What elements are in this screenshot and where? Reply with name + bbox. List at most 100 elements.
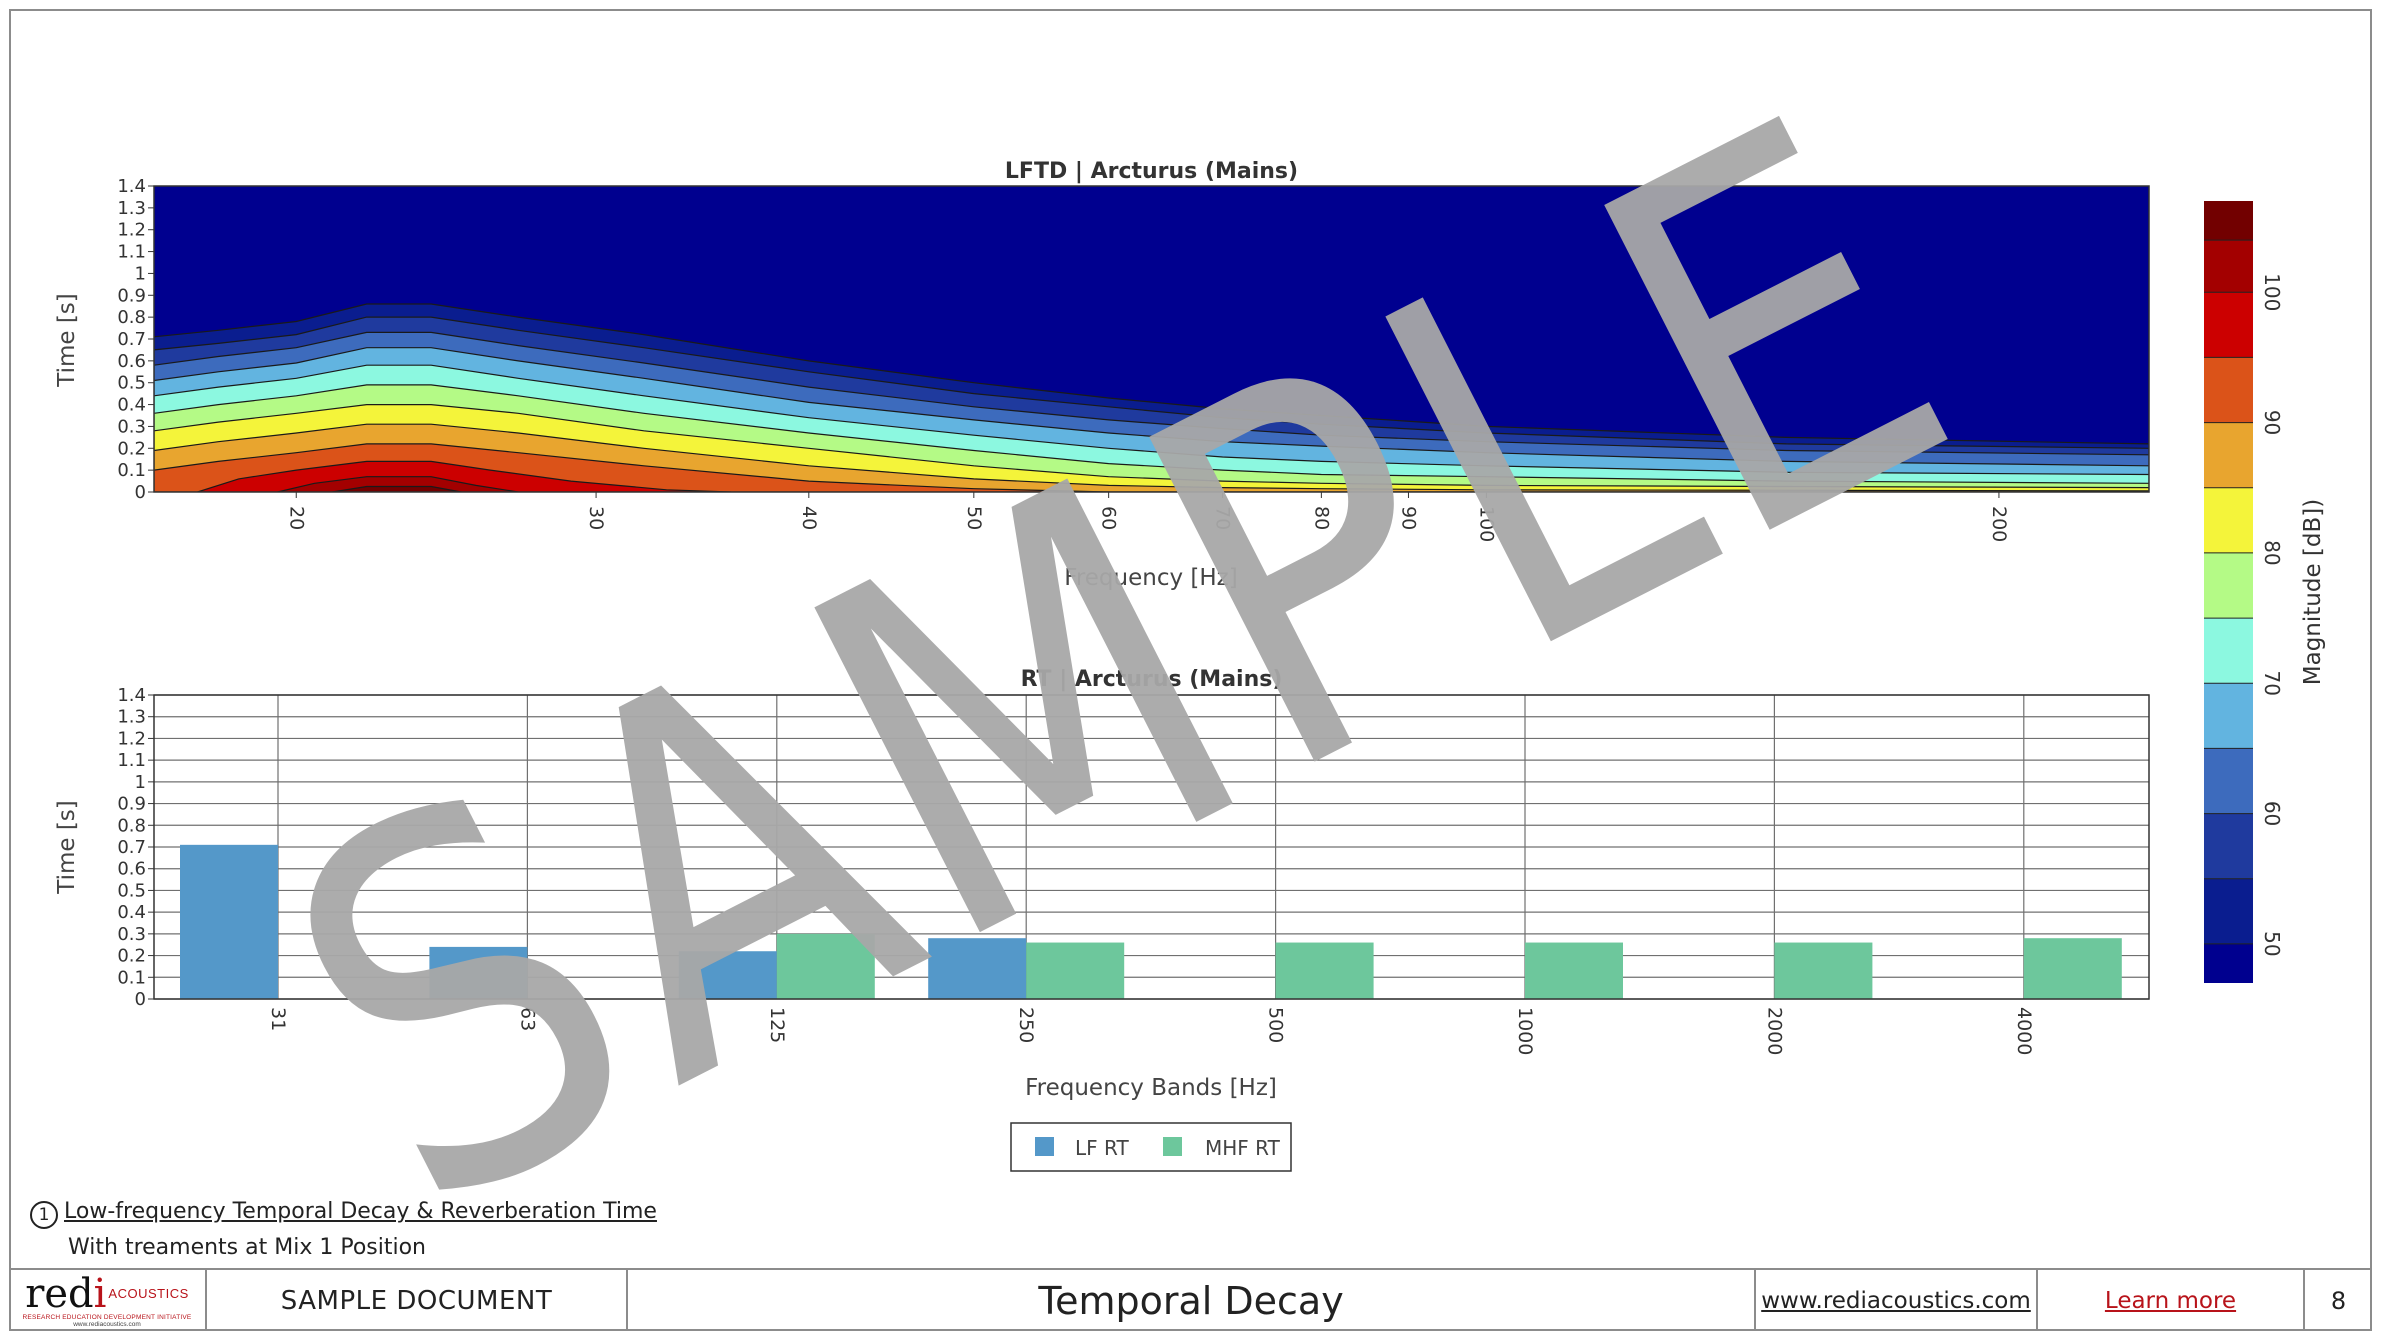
colorbar-tick-label: 70 — [2260, 671, 2284, 696]
bar-y-axis-label: Time [s] — [54, 800, 80, 895]
rt-bar-chart: 00.10.20.30.40.50.60.70.80.911.11.21.31.… — [54, 667, 2150, 1101]
bar-lf-rt-63 — [429, 946, 528, 999]
page-frame — [9, 9, 2372, 1331]
colorbar-tick-label: 50 — [2260, 931, 2284, 956]
bar-y-tick-label: 0.7 — [117, 837, 146, 858]
legend-swatch-1 — [1163, 1137, 1182, 1156]
bar-lf-rt-31 — [180, 844, 278, 999]
colorbar-label: Magnitude [dB]) — [2300, 499, 2326, 685]
footer-site-cell: www.rediacoustics.com — [1756, 1270, 2038, 1331]
heatmap-y-tick-label: 1.3 — [117, 198, 146, 219]
heatmap-x-tick-label: 20 — [285, 506, 307, 530]
colorbar-segment — [2204, 201, 2253, 241]
footer-page-cell: 8 — [2305, 1270, 2372, 1331]
colorbar-segment — [2204, 943, 2253, 983]
heatmap-y-tick-label: 0.4 — [117, 395, 146, 416]
bar-y-tick-label: 1 — [135, 772, 146, 793]
figure-caption: 1 Low-frequency Temporal Decay & Reverber… — [30, 1199, 657, 1229]
heatmap-x-tick-label: 70 — [1212, 506, 1234, 530]
legend-box — [1010, 1122, 1292, 1172]
bar-y-tick-label: 0.8 — [117, 815, 146, 836]
heatmap-y-tick-label: 1 — [135, 263, 146, 284]
bar-x-tick-label: 1000 — [1514, 1007, 1536, 1055]
colorbar-segment — [2204, 552, 2253, 619]
footer-title-cell: Temporal Decay — [628, 1270, 1756, 1331]
bar-x-tick-label: 31 — [267, 1007, 289, 1031]
heatmap-x-tick-label: 90 — [1397, 506, 1419, 530]
heatmap-y-tick-label: 1.2 — [117, 220, 146, 241]
bar-x-axis-label: Frequency Bands [Hz] — [1025, 1075, 1277, 1101]
footer-bar: redi ACOUSTICS RESEARCH EDUCATION DEVELOP… — [9, 1268, 2372, 1331]
bar-y-tick-label: 0 — [135, 989, 146, 1010]
colorbar-tick-label: 90 — [2260, 410, 2284, 435]
bar-mhf-rt-500 — [1275, 942, 1374, 999]
footer-logo[interactable]: redi ACOUSTICS RESEARCH EDUCATION DEVELOP… — [9, 1270, 207, 1331]
bar-mhf-rt-4000 — [2023, 938, 2122, 999]
bar-lf-rt-125 — [678, 951, 777, 999]
bar-y-tick-label: 0.1 — [117, 967, 146, 988]
legend-label-1: MHF RT — [1205, 1136, 1281, 1160]
heatmap-y-tick-label: 0.6 — [117, 351, 146, 372]
charts-canvas: 00.10.20.30.40.50.60.70.80.911.11.21.31.… — [54, 9, 2326, 1268]
bar-y-tick-label: 0.3 — [117, 924, 146, 945]
heatmap-y-axis-label: Time [s] — [54, 293, 80, 388]
heatmap-x-tick-label: 200 — [1988, 506, 2010, 542]
bar-y-tick-label: 0.9 — [117, 794, 146, 815]
colorbar-segment — [2204, 422, 2253, 488]
heatmap-y-tick-label: 1.1 — [117, 242, 146, 263]
legend-swatch-0 — [1035, 1137, 1054, 1156]
heatmap-y-tick-label: 0.1 — [117, 460, 146, 481]
bar-mhf-rt-250 — [1026, 942, 1125, 999]
page-number: 8 — [2330, 1286, 2347, 1315]
caption-title: Low-frequency Temporal Decay & Reverbera… — [64, 1199, 657, 1224]
colorbar-segment — [2204, 618, 2253, 684]
colorbar-tick-label: 60 — [2260, 801, 2284, 826]
caption-number-badge: 1 — [30, 1201, 58, 1229]
page-title: Temporal Decay — [1038, 1278, 1344, 1323]
rt-legend: LF RT MHF RT — [1010, 1122, 1292, 1172]
heatmap-title: LFTD | Arcturus (Mains) — [1005, 159, 1298, 184]
bar-y-tick-label: 1.3 — [117, 707, 146, 728]
bar-x-tick-label: 250 — [1015, 1007, 1037, 1043]
heatmap-x-tick-label: 100 — [1475, 506, 1497, 542]
logo-url: www.rediacoustics.com — [73, 1320, 141, 1328]
bar-mhf-rt-1000 — [1525, 942, 1623, 999]
heatmap-y-tick-label: 0.5 — [117, 373, 146, 394]
logo-word-black: red — [25, 1270, 94, 1317]
contour-band-104 — [332, 485, 462, 492]
bar-lf-rt-250 — [928, 938, 1027, 999]
colorbar-segment — [2204, 683, 2253, 749]
bar-y-tick-label: 0.5 — [117, 880, 146, 901]
heatmap-y-tick-label: 0.8 — [117, 307, 146, 328]
footer-learn-cell: Learn more — [2038, 1270, 2305, 1331]
magnitude-colorbar: 50 60 70 80 90 100 Magnitude [dB]) — [2204, 201, 2326, 983]
learn-more-link[interactable]: Learn more — [2104, 1287, 2237, 1314]
website-link[interactable]: www.rediacoustics.com — [1761, 1287, 2031, 1314]
colorbar-segment — [2204, 357, 2253, 423]
bar-x-tick-label: 125 — [766, 1007, 788, 1043]
bar-y-tick-label: 1.2 — [117, 728, 146, 749]
bar-x-tick-label: 500 — [1265, 1007, 1287, 1043]
colorbar-tick-label: 80 — [2260, 540, 2284, 565]
heatmap-x-tick-label: 40 — [798, 506, 820, 530]
bar-mhf-rt-2000 — [1774, 942, 1873, 999]
colorbar-segment — [2204, 487, 2253, 553]
lftd-heatmap: 00.10.20.30.40.50.60.70.80.911.11.21.31.… — [54, 159, 2150, 591]
heatmap-x-tick-label: 30 — [585, 506, 607, 530]
colorbar-segment — [2204, 292, 2253, 358]
heatmap-x-axis-label: Frequency [Hz] — [1064, 565, 1237, 591]
legend-label-0: LF RT — [1075, 1136, 1129, 1160]
logo-tagline: RESEARCH EDUCATION DEVELOPMENT INITIATIV… — [22, 1313, 192, 1321]
bar-x-tick-label: 2000 — [1763, 1007, 1785, 1055]
logo-word-red: i — [93, 1270, 107, 1317]
heatmap-x-tick-label: 50 — [963, 506, 985, 530]
bar-y-tick-label: 1.4 — [117, 685, 146, 706]
heatmap-contours — [154, 303, 2149, 492]
bar-y-tick-label: 0.2 — [117, 946, 146, 967]
colorbar-segment — [2204, 748, 2253, 814]
heatmap-y-tick-label: 0.9 — [117, 285, 146, 306]
bar-x-tick-label: 63 — [516, 1007, 538, 1031]
heatmap-x-tick-label: 80 — [1310, 506, 1332, 530]
colorbar-segment — [2204, 813, 2253, 879]
heatmap-y-tick-label: 0.2 — [117, 438, 146, 459]
